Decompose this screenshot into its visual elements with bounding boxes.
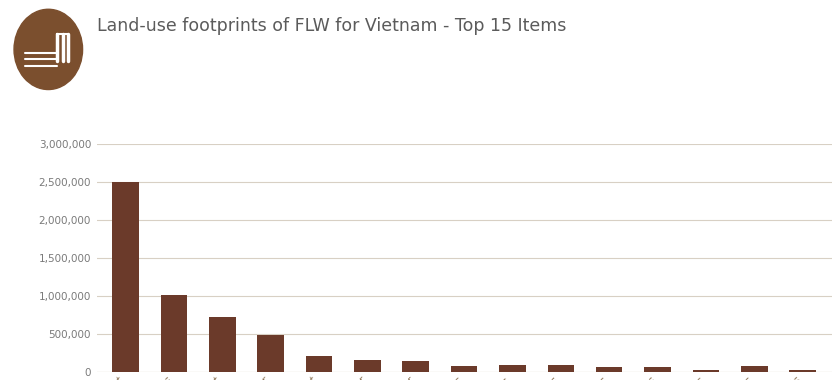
Bar	[402, 361, 429, 372]
Bar	[644, 367, 671, 372]
Bar	[451, 366, 477, 372]
Bar	[548, 365, 574, 372]
Bar	[741, 366, 768, 372]
Bar	[257, 335, 284, 372]
Bar	[692, 370, 719, 372]
Bar	[790, 370, 816, 372]
Text: Land-use footprints of FLW for Vietnam - Top 15 Items: Land-use footprints of FLW for Vietnam -…	[97, 17, 566, 35]
Bar	[596, 367, 622, 372]
Bar	[113, 182, 139, 372]
Bar	[499, 365, 526, 372]
Bar	[306, 356, 333, 372]
Bar	[209, 317, 236, 372]
Bar	[354, 360, 381, 372]
Bar	[160, 295, 187, 372]
Circle shape	[14, 9, 82, 90]
